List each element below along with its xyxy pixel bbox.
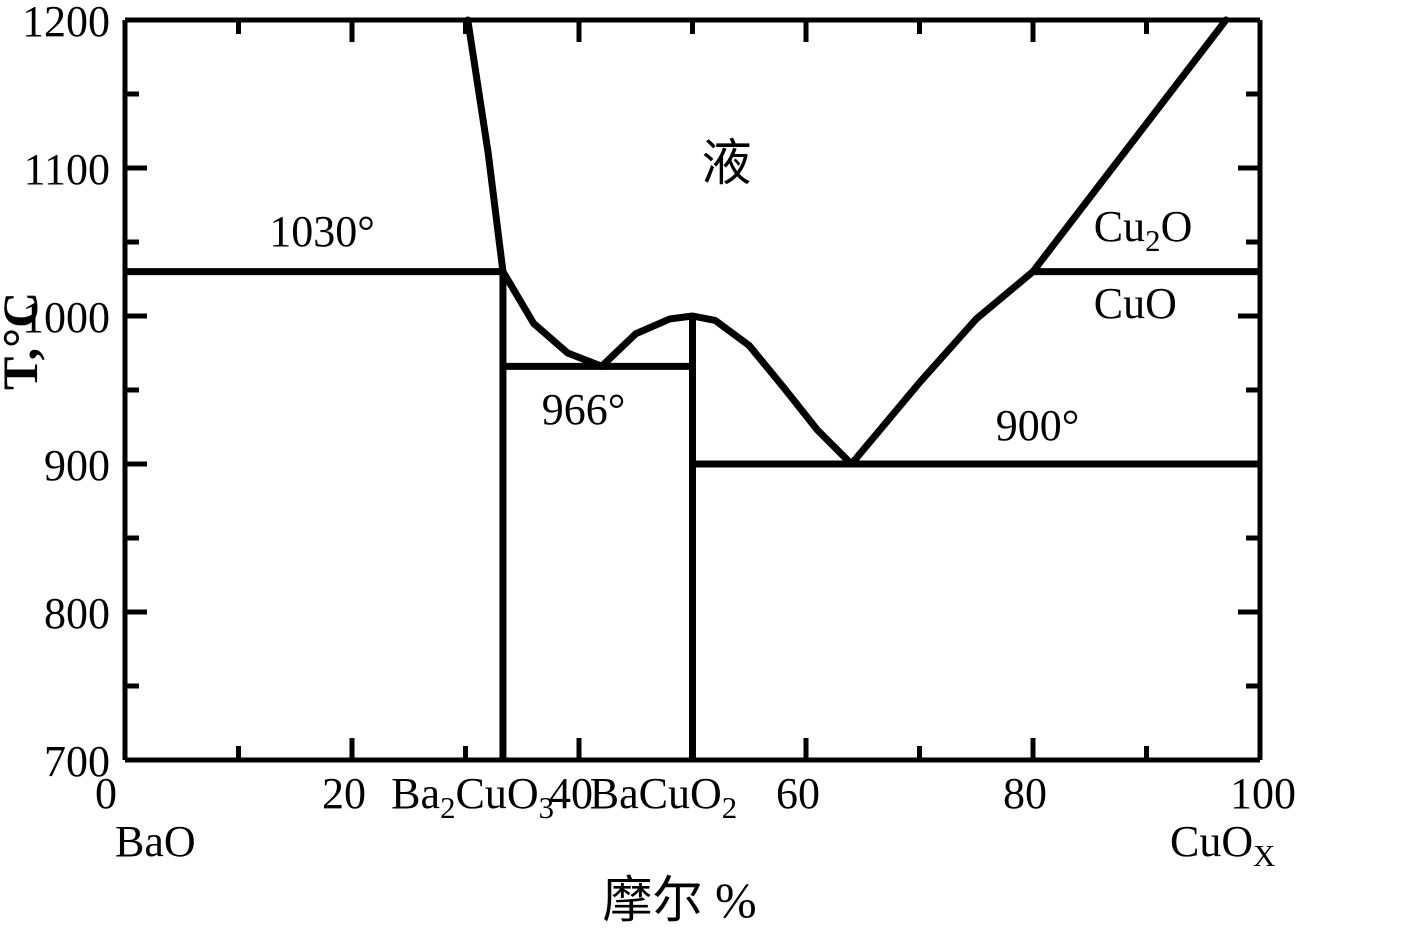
compound-label-0: Ba2CuO3 xyxy=(391,768,554,826)
compound-label-3: CuO xyxy=(1094,278,1177,329)
y-tick-700: 700 xyxy=(0,736,110,787)
y-tick-1200: 1200 xyxy=(0,0,110,47)
endmember-right: CuOX xyxy=(1170,816,1275,874)
x-axis-label: 摩尔 % xyxy=(603,860,757,932)
endmember-left: BaO xyxy=(115,816,196,867)
phase-diagram: 700800900100011001200020406080100T,°C摩尔 … xyxy=(0,0,1410,901)
x-tick-60: 60 xyxy=(776,768,820,819)
temp-label-2: 900° xyxy=(996,400,1080,451)
compound-label-1: BaCuO2 xyxy=(590,768,737,826)
x-tick-20: 20 xyxy=(322,768,366,819)
y-tick-800: 800 xyxy=(0,588,110,639)
y-axis-label: T,°C xyxy=(0,292,49,390)
y-tick-1100: 1100 xyxy=(0,144,110,195)
y-tick-900: 900 xyxy=(0,440,110,491)
compound-label-2: Cu2O xyxy=(1094,201,1193,259)
x-tick-100: 100 xyxy=(1230,768,1296,819)
x-tick-80: 80 xyxy=(1003,768,1047,819)
region-label-0: 液 xyxy=(702,123,752,195)
x-tick-40: 40 xyxy=(549,768,593,819)
x-tick-0: 0 xyxy=(95,768,117,819)
temp-label-0: 1030° xyxy=(269,206,375,257)
temp-label-1: 966° xyxy=(542,384,626,435)
